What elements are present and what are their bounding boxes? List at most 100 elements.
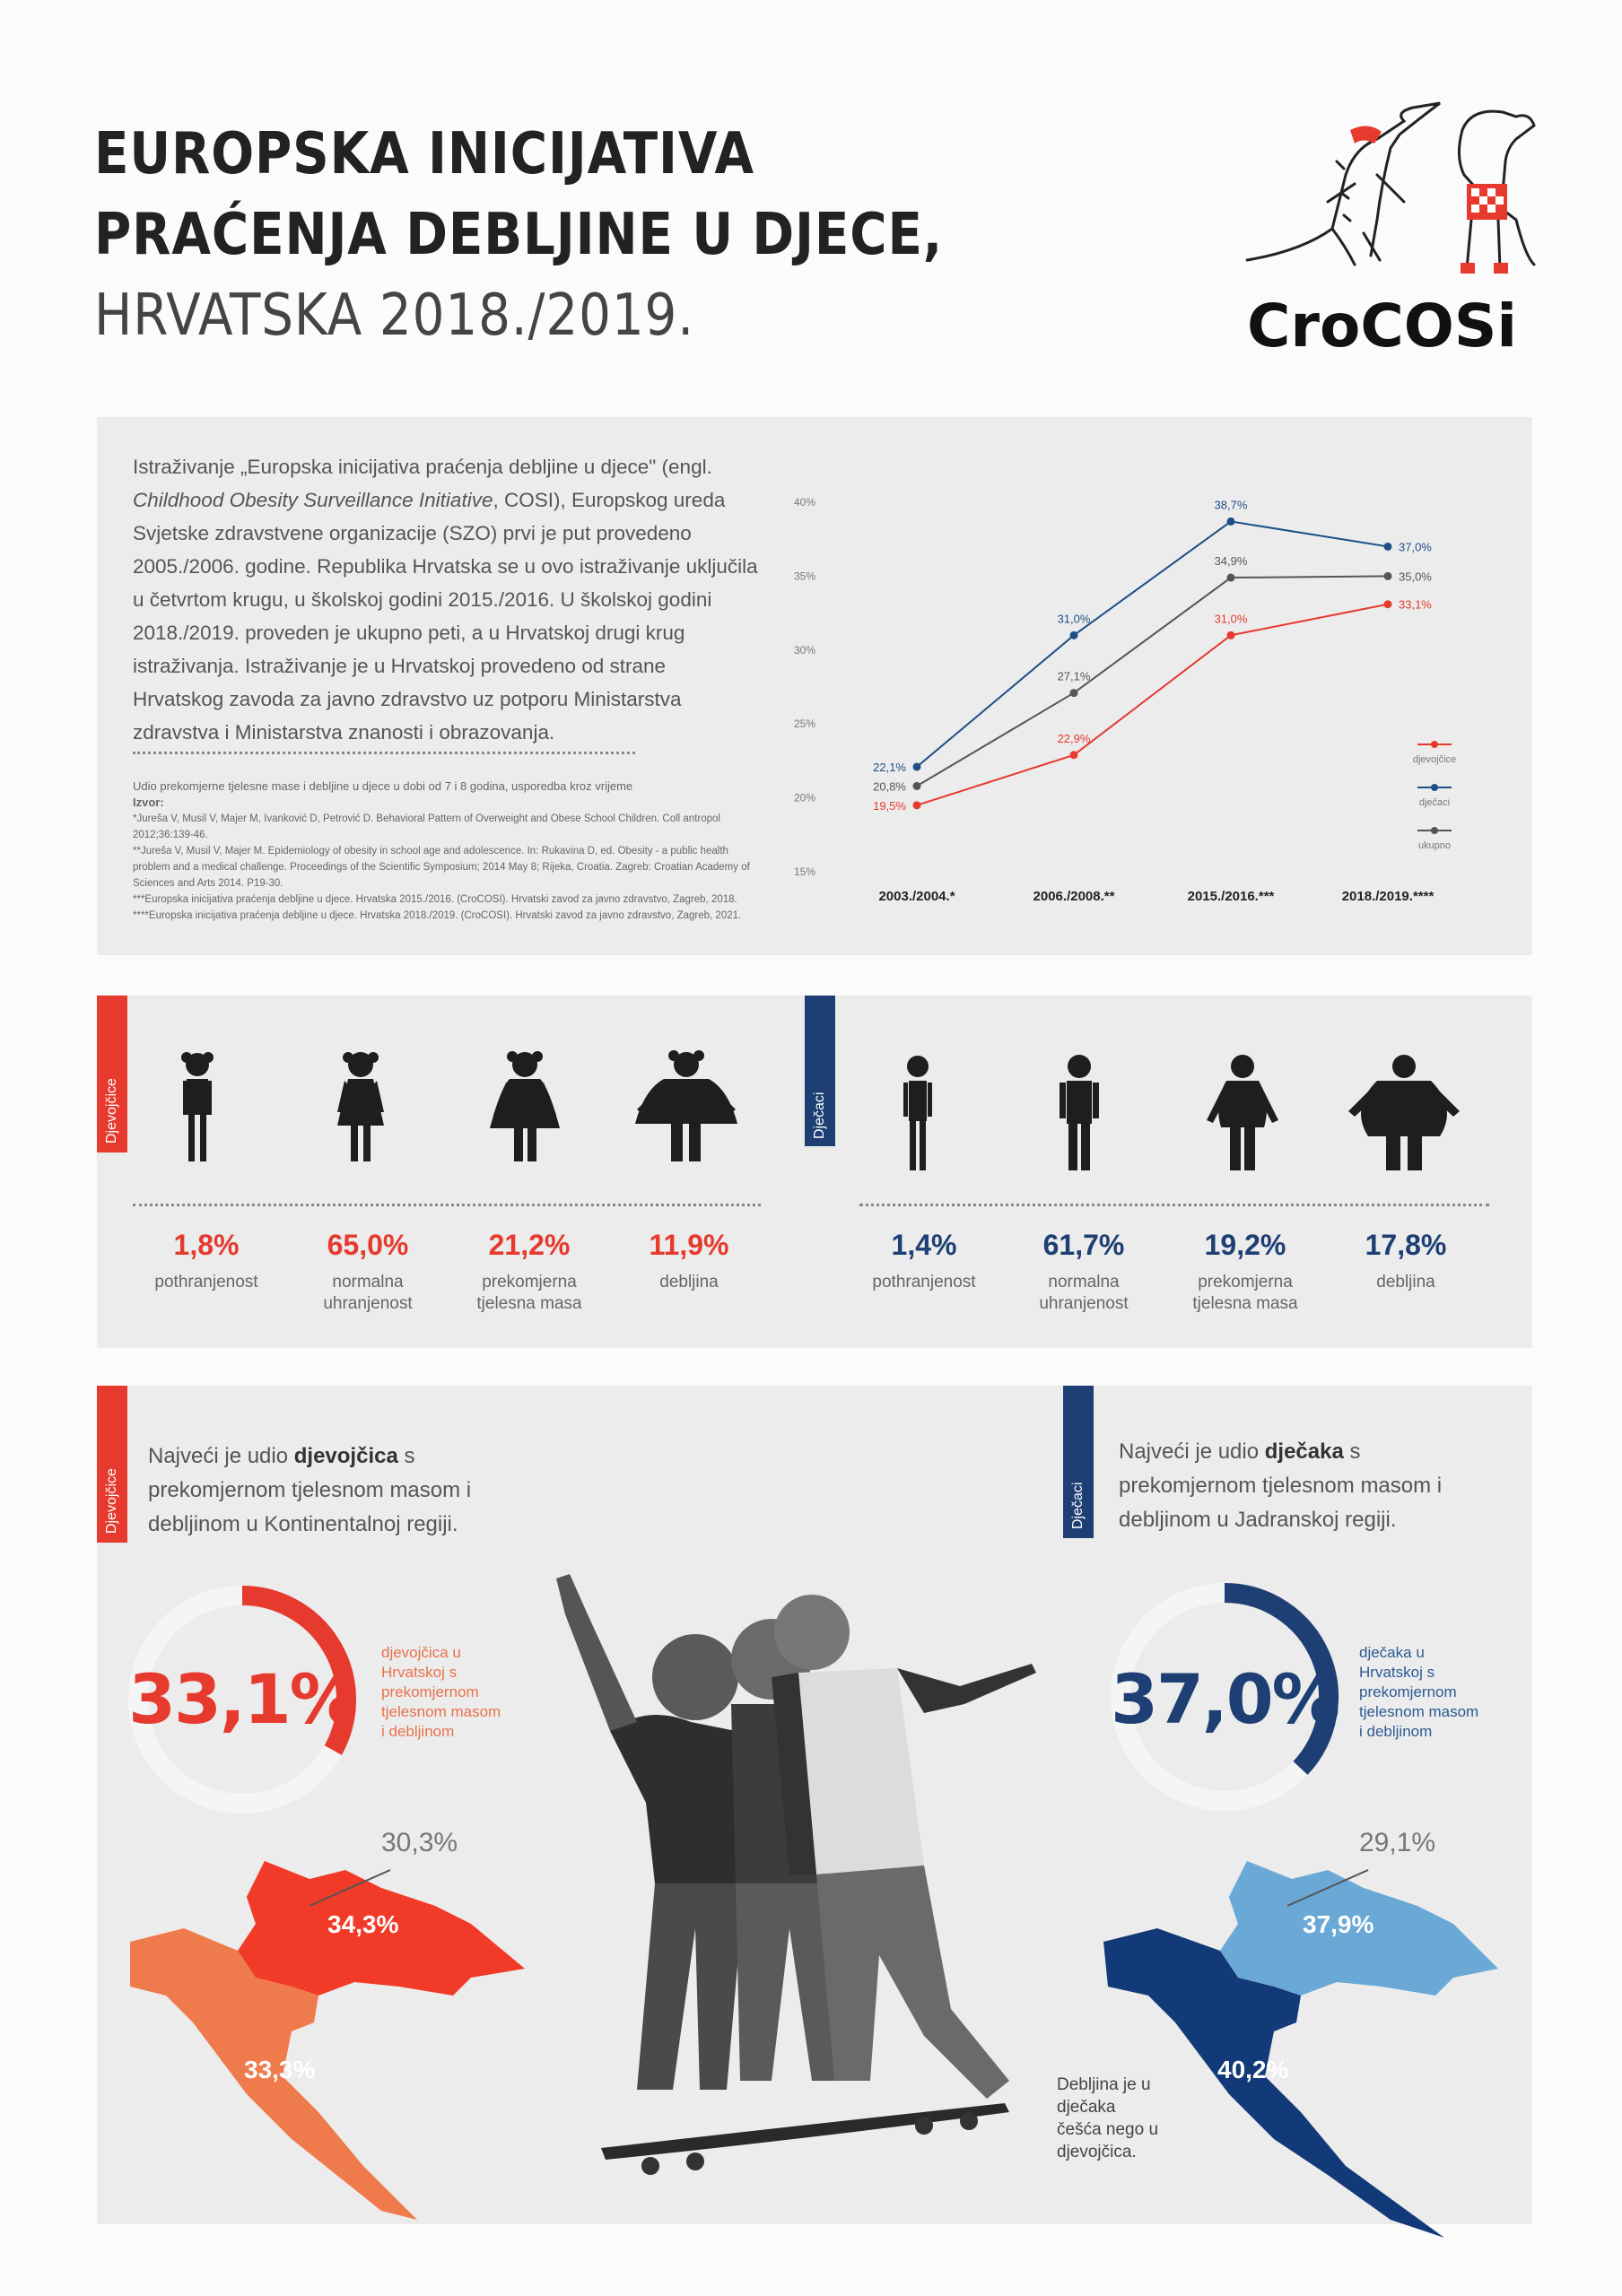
boy-silhouettes bbox=[903, 1055, 1460, 1170]
data-label: 37,0% bbox=[1399, 540, 1432, 553]
girls-underweight-value: 1,8% bbox=[173, 1229, 240, 1261]
boys-obesity-value: 17,8% bbox=[1365, 1229, 1447, 1261]
girls-obesity-value: 11,9% bbox=[649, 1229, 729, 1261]
girls-side-text: djevojčica u Hrvatskoj s prekomjernom tj… bbox=[381, 1644, 501, 1740]
boys-region-lead: Najveći je udio dječaka s prekomjernom t… bbox=[1119, 1439, 1443, 1532]
girls-donut-arc bbox=[241, 1586, 356, 1755]
legend-label: djevojčice bbox=[1413, 754, 1456, 765]
boys-city-region bbox=[1229, 1861, 1274, 1924]
girls-region-lead: Najveći je udio djevojčica s prekomjerno… bbox=[148, 1444, 472, 1536]
boys-big-percent: 37,0% bbox=[1111, 1659, 1340, 1739]
boy-normal-icon bbox=[1060, 1055, 1099, 1170]
boys-tag: Dječaci bbox=[805, 996, 835, 1146]
obesity-trend-line-chart: 40% 35% 30% 25% 20% 15% 2003./2004.* 2006./2008… bbox=[794, 496, 1456, 904]
data-label: 20,8% bbox=[873, 779, 906, 793]
children-skateboard-photo bbox=[556, 1574, 1036, 2175]
boy-overweight-icon bbox=[1207, 1055, 1278, 1170]
legend-marker bbox=[1431, 784, 1438, 791]
boys-divider bbox=[859, 1204, 1489, 1206]
girls-overweight-label: prekomjerna tjelesna masa bbox=[476, 1273, 582, 1313]
y-tick-label: 15% bbox=[794, 865, 815, 878]
girls-underweight-label: pothranjenost bbox=[154, 1273, 258, 1292]
girl-obese-icon bbox=[635, 1050, 737, 1161]
reference-1: *Jureša V, Musil V, Majer M, Ivanković D… bbox=[133, 813, 720, 840]
reference-3: ***Europska inicijativa praćenja debljin… bbox=[133, 894, 737, 905]
data-point bbox=[1383, 600, 1392, 609]
girls-donut-gauge bbox=[128, 1586, 356, 1813]
chart-caption: Udio prekomjerne tjelesne mase i debljin… bbox=[133, 779, 633, 793]
y-tick-label: 40% bbox=[794, 496, 815, 509]
chart-notes: Udio prekomjerne tjelesne mase i debljin… bbox=[133, 778, 761, 924]
legend-marker bbox=[1431, 741, 1438, 748]
y-tick-label: 20% bbox=[794, 792, 815, 804]
page-title: EUROPSKA INICIJATIVA PRAĆENJA DEBLJINE U… bbox=[94, 126, 1059, 344]
crocosi-logo: CroCOSi bbox=[1247, 291, 1518, 361]
data-label: 35,0% bbox=[1399, 570, 1432, 583]
girls-city-value: 30,3% bbox=[381, 1828, 458, 1857]
boys-underweight-label: pothranjenost bbox=[872, 1273, 976, 1292]
legend-label: ukupno bbox=[1418, 840, 1451, 851]
data-point bbox=[1069, 689, 1078, 698]
girls-croatia-map bbox=[130, 1861, 525, 2220]
data-label: 33,1% bbox=[1399, 598, 1432, 612]
girls-region-tag: Djevojčice bbox=[97, 1386, 127, 1543]
boys-donut-arc bbox=[1224, 1583, 1339, 1775]
boys-adriatic-value: 40,2% bbox=[1217, 2056, 1289, 2083]
boys-overweight-label: prekomjerna tjelesna masa bbox=[1192, 1273, 1298, 1313]
data-point bbox=[912, 781, 921, 790]
boys-underweight-value: 1,4% bbox=[891, 1229, 957, 1261]
crocodile-mascots-illustration bbox=[1245, 101, 1536, 274]
reference-4: ****Europska inicijativa praćenja deblji… bbox=[133, 910, 742, 921]
girls-overweight-value: 21,2% bbox=[488, 1229, 571, 1261]
girls-leader-line bbox=[309, 1869, 391, 1907]
data-label: 27,1% bbox=[1058, 670, 1091, 683]
data-point bbox=[1226, 517, 1235, 526]
data-point bbox=[1383, 542, 1392, 551]
girls-adriatic-value: 33,3% bbox=[244, 2056, 316, 2083]
boys-adriatic-region bbox=[1103, 1928, 1444, 2238]
boys-side-text: dječaka u Hrvatskoj s prekomjernom tjele… bbox=[1359, 1644, 1479, 1740]
boys-normal-label: normalna uhranjenost bbox=[1039, 1273, 1129, 1313]
girl-silhouettes bbox=[181, 1050, 737, 1161]
x-tick-label: 2015./2016.*** bbox=[1188, 889, 1275, 904]
girls-normal-value: 65,0% bbox=[327, 1229, 409, 1261]
data-label: 22,1% bbox=[873, 761, 906, 774]
reference-2: **Jureša V, Musil V, Majer M. Epidemiolo… bbox=[133, 846, 750, 889]
x-tick-label: 2003./2004.* bbox=[878, 889, 955, 904]
data-label: 22,9% bbox=[1058, 732, 1091, 745]
boys-overweight-value: 19,2% bbox=[1204, 1229, 1286, 1261]
title-line-2: PRAĆENJA DEBLJINE U DJECE, bbox=[94, 202, 944, 268]
boys-continental-region bbox=[1220, 1861, 1498, 1996]
boy-obese-icon bbox=[1348, 1055, 1460, 1170]
divider bbox=[133, 752, 635, 754]
girls-tag: Djevojčice bbox=[97, 996, 127, 1152]
intro-text: Istraživanje „Europska inicijativa praće… bbox=[133, 456, 758, 744]
girl-overweight-icon bbox=[490, 1051, 560, 1161]
girls-adriatic-region bbox=[130, 1928, 417, 2220]
title-line-1: EUROPSKA INICIJATIVA bbox=[94, 121, 754, 187]
data-label: 31,0% bbox=[1058, 612, 1091, 625]
boys-continental-value: 37,9% bbox=[1303, 1910, 1374, 1938]
data-point bbox=[1069, 631, 1078, 639]
boys-donut-gauge bbox=[1111, 1583, 1339, 1811]
boys-normal-value: 61,7% bbox=[1042, 1229, 1125, 1261]
y-tick-label: 35% bbox=[794, 570, 815, 582]
data-point bbox=[1383, 571, 1392, 580]
source-label: Izvor: bbox=[133, 796, 164, 809]
y-tick-label: 25% bbox=[794, 718, 815, 730]
boy-underweight-icon bbox=[903, 1056, 932, 1170]
boys-obesity-label: debljina bbox=[1376, 1273, 1435, 1292]
girls-normal-label: normalna uhranjenost bbox=[323, 1273, 413, 1313]
data-label: 38,7% bbox=[1215, 498, 1248, 511]
data-label: 34,9% bbox=[1215, 554, 1248, 568]
girls-divider bbox=[133, 1204, 761, 1206]
data-label: 31,0% bbox=[1215, 612, 1248, 625]
boys-city-value: 29,1% bbox=[1359, 1828, 1436, 1857]
x-tick-label: 2018./2019.**** bbox=[1342, 889, 1435, 904]
girls-city-region bbox=[247, 1861, 292, 1924]
girl-underweight-icon bbox=[181, 1052, 214, 1161]
x-tick-label: 2006./2008.** bbox=[1033, 889, 1115, 904]
boys-croatia-map bbox=[1103, 1861, 1498, 2238]
data-point bbox=[1069, 751, 1078, 760]
girls-continental-value: 34,3% bbox=[327, 1910, 399, 1938]
